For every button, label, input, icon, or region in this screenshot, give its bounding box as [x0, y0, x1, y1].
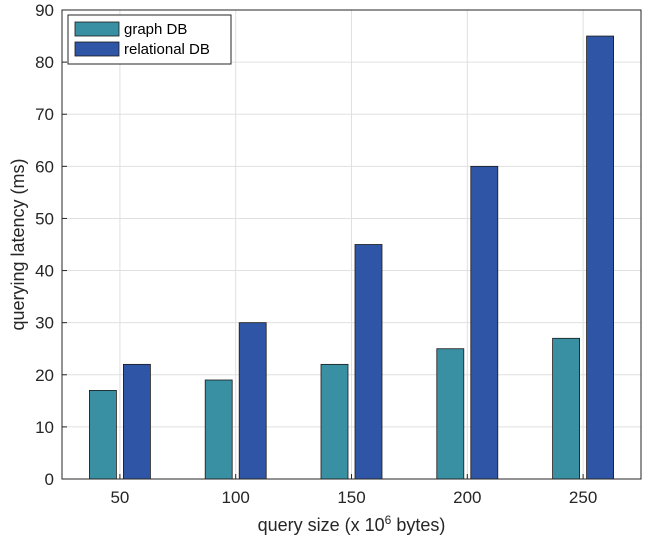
bars-group — [89, 35, 614, 480]
grid-lines — [62, 9, 641, 480]
bar-relational-db-150 — [354, 244, 383, 480]
bar-graph-db-200 — [436, 348, 465, 480]
legend-swatch-graph-db — [74, 21, 120, 37]
y-tick-label: 70 — [35, 105, 54, 124]
legend-label-relational-db: relational DB — [124, 41, 210, 58]
y-tick-label: 20 — [35, 366, 54, 385]
x-tick-label: 150 — [337, 488, 365, 507]
bar-relational-db-50 — [123, 363, 151, 480]
x-ticks: 50 100 150 200 250 — [110, 474, 597, 507]
x-tick-label: 250 — [569, 488, 597, 507]
y-tick-label: 60 — [35, 157, 54, 176]
y-tick-label: 50 — [35, 209, 54, 228]
legend-label-graph-db: graph DB — [124, 21, 187, 38]
x-tick-label: 100 — [222, 488, 250, 507]
x-tick-label: 200 — [453, 488, 481, 507]
legend: graph DB relational DB — [67, 14, 232, 65]
y-tick-label: 0 — [45, 470, 54, 489]
y-tick-label: 10 — [35, 418, 54, 437]
legend-swatch-relational-db — [74, 41, 120, 57]
y-ticks: 0 10 20 30 40 50 60 70 80 90 — [35, 1, 67, 489]
y-tick-label: 40 — [35, 262, 54, 281]
bar-graph-db-50 — [89, 390, 117, 480]
x-tick-label: 50 — [110, 488, 129, 507]
y-tick-label: 30 — [35, 314, 54, 333]
bar-relational-db-250 — [586, 35, 614, 480]
y-tick-label: 80 — [35, 53, 54, 72]
bar-graph-db-100 — [204, 379, 233, 480]
bar-graph-db-150 — [320, 363, 349, 480]
x-axis-label-superscript: 6 — [385, 513, 392, 527]
y-tick-label: 90 — [35, 1, 54, 20]
bar-relational-db-200 — [470, 165, 499, 480]
bar-relational-db-100 — [238, 322, 267, 480]
y-axis-label: querying latency (ms) — [8, 158, 28, 330]
bar-graph-db-250 — [552, 337, 580, 480]
x-axis-label: query size (x 106 bytes) — [258, 513, 446, 535]
